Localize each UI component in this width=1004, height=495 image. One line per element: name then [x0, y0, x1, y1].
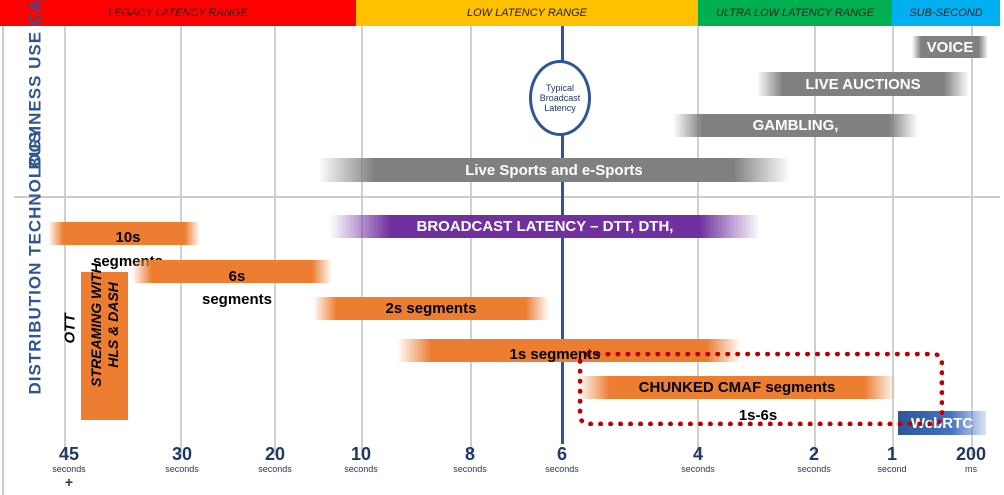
- tick-unit: seconds: [258, 464, 292, 474]
- axis-tick: 4 seconds: [668, 444, 728, 474]
- tick-unit: seconds: [165, 464, 199, 474]
- axis-tick: 200 ms: [941, 444, 1001, 474]
- tick-unit: seconds: [344, 464, 378, 474]
- cmaf-highlight-box: [578, 352, 944, 426]
- label-1s-segments: 1s segments: [509, 346, 601, 363]
- gridline: [971, 26, 973, 456]
- bar-label: 2s segments: [385, 300, 477, 317]
- tick-unit: seconds: [453, 464, 487, 474]
- gridline: [274, 26, 276, 456]
- bar-6s-segments: [132, 260, 332, 283]
- axis-tick: 1 second: [862, 444, 922, 474]
- axis-tick: 10 seconds: [331, 444, 391, 474]
- bar-label: GAMBLING,: [752, 117, 839, 134]
- bar-label: BROADCAST LATENCY – DTT, DTH,: [416, 218, 674, 235]
- bar-label: VOICE: [926, 38, 974, 56]
- band-ultra-low: ULTRA LOW LATENCY RANGE: [698, 0, 892, 26]
- label-6s: 6s: [228, 268, 246, 285]
- bar-broadcast-latency: BROADCAST LATENCY – DTT, DTH,: [330, 215, 760, 238]
- tick-unit: seconds: [797, 464, 831, 474]
- tick-value: 45: [58, 444, 80, 464]
- axis-tick: 2 seconds: [784, 444, 844, 474]
- axis-tick: 6 seconds: [532, 444, 592, 474]
- tick-value: 20: [264, 444, 286, 464]
- axis-tick: 20 seconds: [245, 444, 305, 474]
- tick-unit: second: [877, 464, 907, 474]
- gridline: [470, 26, 472, 456]
- bar-live-sports: Live Sports and e-Sports: [318, 158, 790, 182]
- label-ott-streaming: STREAMING WITH HLS & DASH: [88, 263, 121, 387]
- label-cmaf-range: 1s-6s: [738, 407, 778, 424]
- band-label: LOW LATENCY RANGE: [466, 7, 587, 19]
- tick-value: 2: [808, 444, 819, 464]
- tick-value: 6: [556, 444, 567, 464]
- axis-tick: 45 seconds +: [39, 444, 99, 490]
- typical-latency-label: Typical Broadcast Latency: [539, 83, 581, 113]
- bar-label: LIVE AUCTIONS: [805, 75, 921, 93]
- band-label: LEGACY LATENCY RANGE: [108, 7, 248, 19]
- tick-value: 200: [955, 444, 987, 464]
- left-border: [2, 26, 4, 495]
- bar-voice: VOICE: [912, 36, 988, 58]
- gridline: [697, 26, 699, 456]
- bar-chunked-cmaf: CHUNKED CMAF segments: [578, 376, 896, 399]
- bar-10s-segments: [48, 222, 200, 245]
- bar-live-auctions: LIVE AUCTIONS: [757, 72, 969, 96]
- tick-unit: seconds: [545, 464, 579, 474]
- bar-label: Live Sports and e-Sports: [465, 161, 643, 179]
- label-ott: OTT: [61, 313, 79, 344]
- tick-value: 4: [692, 444, 703, 464]
- label-10s: 10s: [115, 229, 141, 246]
- tick-value: 1: [886, 444, 897, 464]
- bar-label: WebRTC: [910, 414, 974, 432]
- gridline: [361, 26, 363, 456]
- band-label: SUB-SECOND: [909, 7, 983, 19]
- tick-value: 10: [350, 444, 372, 464]
- tick-value: 8: [464, 444, 475, 464]
- band-legacy: LEGACY LATENCY RANGE: [0, 0, 356, 26]
- bar-2s-segments: 2s segments: [313, 297, 549, 320]
- tick-unit: ms: [965, 464, 977, 474]
- label-6s-segments: segments: [201, 291, 273, 308]
- section-divider: [14, 196, 1000, 198]
- tick-unit: seconds: [52, 464, 86, 474]
- axis-tick: 30 seconds: [152, 444, 212, 474]
- bar-ott: [81, 272, 128, 420]
- tick-value: 30: [171, 444, 193, 464]
- gridline: [892, 26, 894, 456]
- tick-unit: seconds: [681, 464, 715, 474]
- typical-latency-marker: Typical Broadcast Latency: [529, 60, 591, 136]
- axis-tick: 8 seconds: [440, 444, 500, 474]
- gridline: [814, 26, 816, 456]
- band-sub-second: SUB-SECOND: [892, 0, 1000, 26]
- bar-gambling: GAMBLING,: [673, 114, 918, 137]
- bar-label: CHUNKED CMAF segments: [638, 379, 836, 396]
- section-distribution: DISTRIBUTION TECHNOLOGY: [25, 125, 45, 395]
- tick-extra: +: [64, 474, 74, 490]
- band-low: LOW LATENCY RANGE: [356, 0, 698, 26]
- band-label: ULTRA LOW LATENCY RANGE: [716, 7, 874, 19]
